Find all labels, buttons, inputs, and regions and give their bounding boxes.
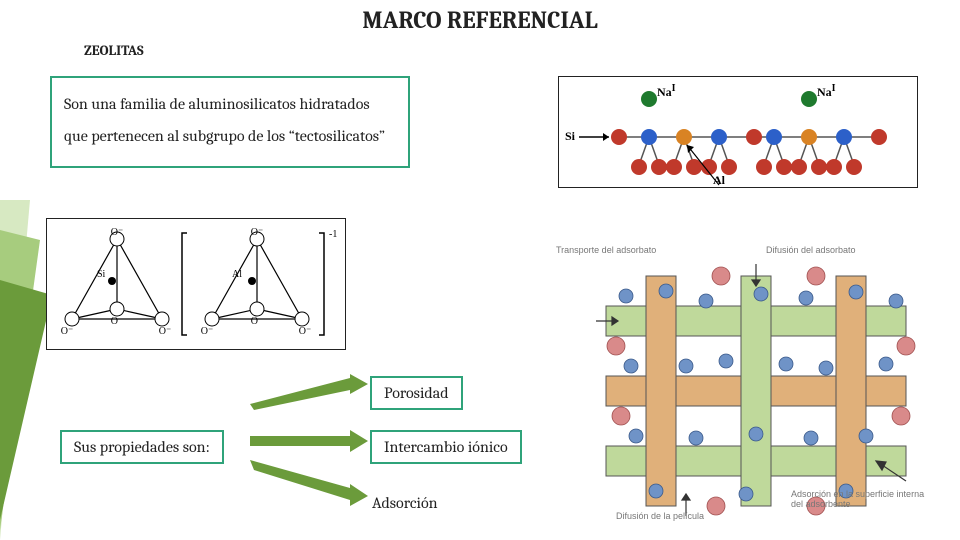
property-ion-exchange: Intercambio iónico: [370, 430, 522, 464]
property-adsorption: Adsorción: [372, 494, 438, 512]
svg-text:O⁻: O⁻: [251, 227, 264, 238]
definition-box: Son una familia de aluminosilicatos hidr…: [50, 76, 410, 168]
arrow-to-adsorption: [250, 460, 370, 506]
fig1-si-label: Si: [565, 129, 575, 144]
figure-atomic-chain: Si Al NaI NaI: [558, 76, 918, 188]
svg-text:-1: -1: [329, 229, 337, 240]
section-subtitle: ZEOLITAS: [84, 42, 144, 59]
svg-text:O⁻: O⁻: [251, 316, 264, 327]
fig1-na1-label: NaI: [657, 83, 676, 100]
properties-label: Sus propiedades son:: [74, 438, 210, 456]
fig1-al-label: Al: [713, 173, 725, 188]
arrow-to-ion-exchange: [250, 430, 370, 452]
arrow-to-porosity: [250, 374, 370, 410]
svg-text:Si: Si: [97, 269, 106, 280]
svg-text:O⁻: O⁻: [299, 326, 312, 337]
page-title: MARCO REFERENCIAL: [0, 6, 960, 34]
svg-text:O⁻: O⁻: [159, 326, 172, 337]
fig3-cap-bl: Difusión de la película: [616, 512, 704, 522]
svg-text:Al: Al: [232, 269, 242, 280]
properties-source-box: Sus propiedades son:: [60, 430, 224, 464]
definition-text: Son una familia de aluminosilicatos hidr…: [64, 95, 385, 145]
fig1-na2-label: NaI: [817, 83, 836, 100]
fig3-cap-tr: Difusión del adsorbato: [766, 246, 856, 256]
svg-text:O⁻: O⁻: [201, 326, 214, 337]
svg-text:O⁻: O⁻: [61, 326, 74, 337]
fig3-cap-tl: Transporte del adsorbato: [556, 246, 656, 256]
svg-text:O⁻: O⁻: [111, 316, 124, 327]
svg-text:O⁻: O⁻: [111, 227, 124, 238]
figure-tetrahedra: O⁻ O⁻ O⁻ O⁻ Si -1 O⁻ O⁻ O⁻ O⁻ Al: [46, 218, 346, 350]
property-porosity: Porosidad: [370, 376, 463, 410]
fig3-cap-br: Adsorción en la superficie interna del a…: [791, 490, 931, 510]
figure-adsorption: Transporte del adsorbato Difusión del ad…: [556, 246, 936, 526]
